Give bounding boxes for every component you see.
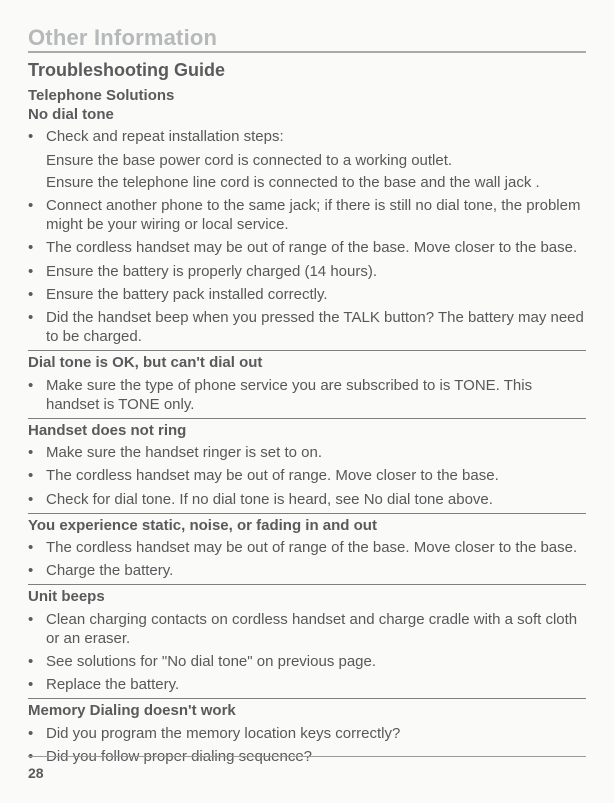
bullet-item: Clean charging contacts on cordless hand… (28, 610, 586, 648)
bullet-item: Did the handset beep when you pressed th… (28, 308, 586, 346)
divider (28, 698, 586, 699)
divider (28, 584, 586, 585)
manual-page: Other Information Troubleshooting Guide … (0, 0, 614, 803)
subheading: Unit beeps (28, 588, 586, 605)
bullet-list: The cordless handset may be out of range… (28, 538, 586, 580)
bullet-list: Make sure the type of phone service you … (28, 376, 586, 414)
bullet-item: The cordless handset may be out of range… (28, 538, 586, 557)
bullet-list: Check and repeat installation steps: Ensu… (28, 127, 586, 346)
subheading: No dial tone (28, 106, 586, 123)
subheading: Handset does not ring (28, 422, 586, 439)
page-number: 28 (28, 765, 44, 781)
divider (28, 350, 586, 351)
bullet-item: Make sure the type of phone service you … (28, 376, 586, 414)
bullet-item: Ensure the battery is properly charged (… (28, 262, 586, 281)
bullet-item: Check and repeat installation steps: (28, 127, 586, 146)
bullet-item: Connect another phone to the same jack; … (28, 196, 586, 234)
bullet-item: The cordless handset may be out of range… (28, 238, 586, 257)
subheading: Dial tone is OK, but can't dial out (28, 354, 586, 371)
bullet-item: Did you program the memory location keys… (28, 724, 586, 743)
bullet-item: Replace the battery. (28, 675, 586, 694)
bullet-item: See solutions for "No dial tone" on prev… (28, 652, 586, 671)
divider (28, 418, 586, 419)
bullet-item: Check for dial tone. If no dial tone is … (28, 490, 586, 509)
bullet-list: Make sure the handset ringer is set to o… (28, 443, 586, 509)
subheading: You experience static, noise, or fading … (28, 517, 586, 534)
content-body: Telephone Solutions No dial tone Check and… (28, 87, 586, 766)
sub-line: Ensure the telephone line cord is connec… (28, 173, 586, 192)
bullet-list: Did you program the memory location keys… (28, 724, 586, 766)
divider (28, 513, 586, 514)
subheading: Memory Dialing doesn't work (28, 702, 586, 719)
bullet-item: Ensure the battery pack installed correc… (28, 285, 586, 304)
bullet-item: Charge the battery. (28, 561, 586, 580)
bullet-list: Clean charging contacts on cordless hand… (28, 610, 586, 695)
subheading: Telephone Solutions (28, 87, 586, 104)
troubleshooting-subtitle: Troubleshooting Guide (28, 61, 586, 81)
bullet-item: Make sure the handset ringer is set to o… (28, 443, 586, 462)
title-rule (28, 51, 586, 53)
section-title: Other Information (28, 26, 586, 49)
bullet-item: The cordless handset may be out of range… (28, 466, 586, 485)
footer-rule (28, 756, 586, 757)
sub-line: Ensure the base power cord is connected … (28, 151, 586, 170)
